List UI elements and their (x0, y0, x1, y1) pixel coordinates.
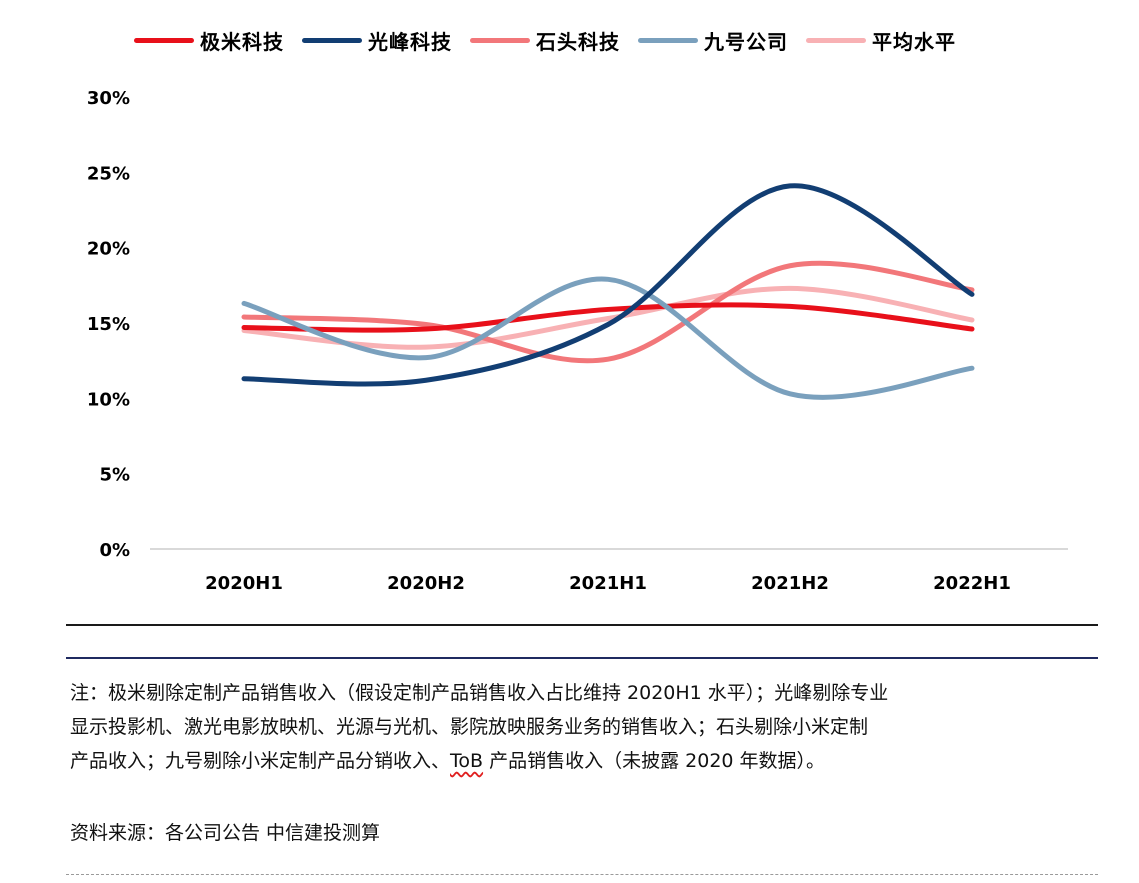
x-tick-label: 2020H1 (205, 573, 283, 594)
legend-item-appotronics: 光峰科技 (302, 26, 452, 55)
series-line (241, 183, 975, 387)
x-tick-label: 2021H2 (751, 573, 829, 594)
note-text: 产品收入；九号剔除小米定制产品分销收入、 (70, 750, 451, 772)
x-tick-label: 2020H2 (387, 573, 465, 594)
chart-legend: 极米科技 光峰科技 石头科技 九号公司 平均水平 (134, 22, 974, 58)
x-tick-label: 2022H1 (933, 573, 1011, 594)
y-tick-label: 30% (87, 88, 130, 109)
legend-swatch (302, 37, 362, 43)
legend-label: 九号公司 (704, 29, 788, 54)
legend-swatch (470, 37, 530, 43)
divider-note (66, 657, 1098, 659)
x-tick-label: 2021H1 (569, 573, 647, 594)
note-text: 产品销售收入（未披露 2020 年数据）。 (483, 750, 826, 772)
y-tick-label: 5% (99, 465, 130, 486)
y-tick-label: 0% (99, 540, 130, 561)
note-line: 显示投影机、激光电影放映机、光源与光机、影院放映服务业务的销售收入；石头剔除小米… (70, 716, 869, 738)
series-line (241, 260, 975, 364)
series-line (241, 276, 975, 400)
y-tick-label: 25% (87, 163, 130, 184)
x-axis: 2020H1 2020H2 2021H1 2021H2 2022H1 (205, 573, 1011, 594)
legend-label: 石头科技 (536, 29, 620, 54)
legend-item-ninebot: 九号公司 (638, 26, 788, 55)
legend-label: 光峰科技 (368, 29, 452, 54)
legend-swatch (806, 37, 866, 43)
note-line: 产品收入；九号剔除小米定制产品分销收入、ToB 产品销售收入（未披露 2020 … (70, 744, 1100, 778)
source-note: 资料来源：各公司公告 中信建投测算 (70, 822, 381, 844)
legend-item-jimi: 极米科技 (134, 26, 284, 55)
note-line: 注：极米剔除定制产品销售收入（假设定制产品销售收入占比维持 2020H1 水平）… (70, 682, 889, 704)
legend-item-average: 平均水平 (806, 26, 956, 55)
series-line (241, 302, 975, 333)
y-tick-label: 15% (87, 314, 130, 335)
legend-item-roborock: 石头科技 (470, 26, 620, 55)
y-tick-label: 10% (87, 389, 130, 410)
line-chart: 30%25%20%15%10%5%0% 2020H1 2020H2 2021H1 20… (87, 88, 1068, 594)
series-lines (241, 183, 975, 400)
series-line (241, 285, 975, 350)
legend-label: 平均水平 (872, 29, 956, 54)
legend-swatch (134, 37, 194, 43)
y-tick-label: 20% (87, 239, 130, 260)
divider-top (66, 624, 1098, 626)
note-tob-text: ToB (450, 750, 484, 772)
legend-swatch (638, 37, 698, 43)
legend-label: 极米科技 (200, 29, 284, 54)
divider-bottom (66, 874, 1098, 875)
chart-note: 注：极米剔除定制产品销售收入（假设定制产品销售收入占比维持 2020H1 水平）… (70, 676, 1100, 778)
y-axis: 30% 25% 20% 15% 10% 5% 0% (87, 88, 130, 561)
